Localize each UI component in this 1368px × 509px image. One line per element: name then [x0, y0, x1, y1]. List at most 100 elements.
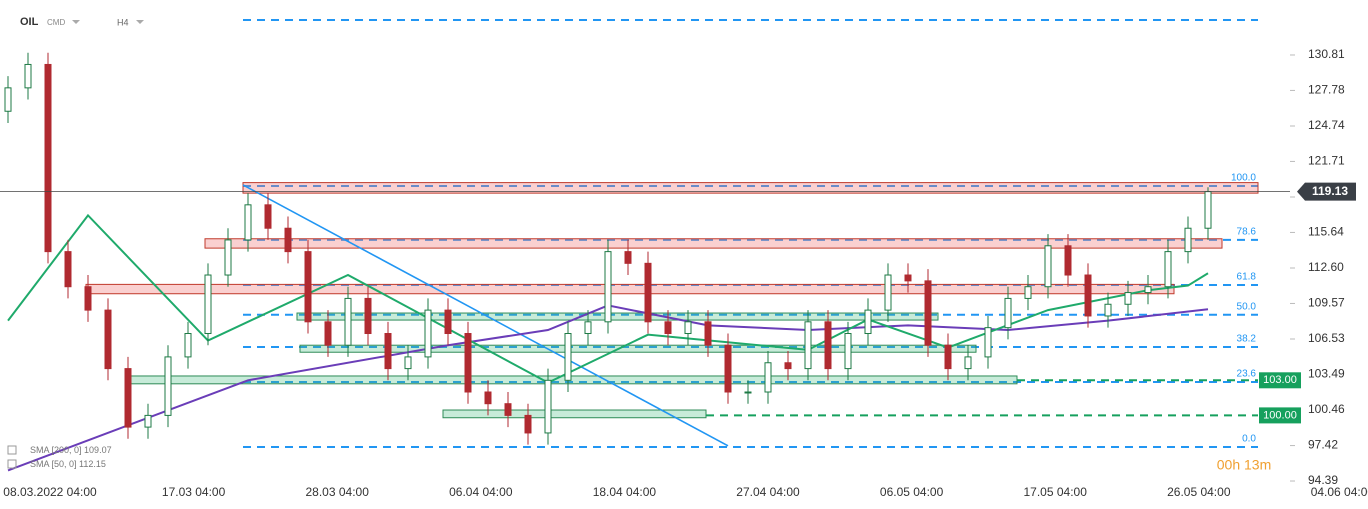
candle-body — [24, 63, 32, 89]
candle-body — [64, 251, 72, 288]
x-tick-label: 17.03 04:00 — [162, 485, 226, 499]
y-tick-label: 130.81 — [1308, 47, 1345, 61]
candle-body — [404, 356, 412, 370]
level-label-box — [1259, 407, 1301, 424]
legend-entry: SMA [200, 0] 109.07 — [30, 445, 112, 455]
candle-body — [884, 274, 892, 311]
candle-body — [424, 309, 432, 358]
y-tick-label: 109.57 — [1308, 296, 1345, 310]
candle-body — [664, 321, 672, 335]
legend-name: SMA [50, 0] — [30, 459, 77, 469]
candle-body — [984, 327, 992, 358]
candle-body — [324, 321, 332, 346]
candle-body — [104, 309, 112, 370]
y-tick-label: 124.74 — [1308, 118, 1345, 132]
candle-body — [264, 204, 272, 229]
fib-level-label: 38.2 — [1237, 334, 1257, 345]
candle-body — [504, 403, 512, 416]
candle-body — [224, 239, 232, 276]
zone — [85, 283, 1175, 295]
candle-body — [644, 262, 652, 323]
candle-body — [1104, 303, 1112, 317]
fib-level-label: 0.0 — [1242, 434, 1256, 445]
x-tick-label: 08.03.2022 04:00 — [3, 485, 97, 499]
y-tick-label: 127.78 — [1308, 83, 1345, 97]
legend-value: 112.15 — [79, 459, 106, 469]
y-tick-label: 94.39 — [1308, 473, 1338, 487]
zone — [242, 182, 1259, 194]
trendline — [242, 184, 729, 447]
symbol[interactable]: OIL — [20, 16, 39, 28]
candle-body — [244, 204, 252, 241]
x-tick-label: 17.05 04:00 — [1023, 485, 1087, 499]
candle-body — [724, 344, 732, 393]
y-tick-label: 97.42 — [1308, 438, 1338, 452]
fib-level-label: 78.6 — [1237, 227, 1257, 238]
dropdown-icon[interactable] — [136, 20, 144, 24]
level-label-box — [1259, 372, 1301, 389]
candle-body — [1084, 274, 1092, 317]
countdown: 00h 13m — [1217, 457, 1271, 473]
candle-body — [764, 362, 772, 393]
candle-body — [4, 87, 12, 112]
x-tick-label: 28.03 04:00 — [305, 485, 369, 499]
x-tick-label: 18.04 04:00 — [593, 485, 657, 499]
candle-body — [544, 379, 552, 434]
zone — [299, 344, 977, 353]
candle-body — [1044, 245, 1052, 288]
y-tick-label: 103.49 — [1308, 367, 1345, 381]
candle-body — [744, 391, 752, 394]
candle-body — [784, 362, 792, 370]
candle-body — [204, 274, 212, 335]
current-price-label: 119.13 — [1312, 184, 1348, 198]
candle-body — [484, 391, 492, 405]
candle-body — [1064, 245, 1072, 276]
legend-entry: SMA [50, 0] 112.15 — [30, 459, 106, 469]
candle-body — [1124, 292, 1132, 305]
candle-body — [1184, 227, 1192, 253]
candle-body — [384, 333, 392, 370]
candle-body — [364, 297, 372, 335]
x-tick-label: 26.05 04:00 — [1167, 485, 1231, 499]
candle-body — [564, 333, 572, 381]
level-label: 103.00 — [1263, 374, 1297, 386]
fib-level-label: 61.8 — [1237, 272, 1257, 283]
legend-icon — [7, 445, 17, 455]
candle-body — [844, 333, 852, 370]
candle-body — [284, 227, 292, 253]
current-price-box — [1297, 182, 1356, 201]
interval[interactable]: H4 — [117, 17, 129, 27]
x-tick-label: 27.04 04:00 — [736, 485, 800, 499]
zone — [296, 312, 939, 321]
candle-body — [924, 280, 932, 346]
candle-body — [964, 356, 972, 370]
candle-body — [124, 368, 132, 428]
candle-body — [684, 321, 692, 335]
candle-body — [444, 309, 452, 335]
candle-body — [344, 297, 352, 346]
legend-name: SMA [200, 0] — [30, 445, 82, 455]
candle-body — [1204, 191, 1212, 229]
dropdown-icon[interactable] — [72, 20, 80, 24]
candle-body — [704, 321, 712, 346]
candle-body — [864, 309, 872, 335]
candle-body — [304, 251, 312, 323]
candle-body — [804, 321, 812, 370]
candle-body — [524, 414, 532, 434]
candle-body — [84, 286, 92, 311]
x-tick-label: 04.06 04:00 — [1311, 485, 1368, 499]
zone — [204, 238, 1223, 249]
candle-body — [1024, 286, 1032, 299]
y-tick-label: 100.46 — [1308, 402, 1345, 416]
zone — [442, 409, 707, 419]
candle-body — [44, 63, 52, 253]
y-tick-label: 112.60 — [1308, 260, 1344, 274]
candle-body — [464, 333, 472, 393]
y-tick-label: 121.71 — [1308, 154, 1345, 168]
candle-body — [1004, 297, 1012, 329]
candle-body — [624, 251, 632, 264]
candle-body — [604, 251, 612, 323]
fib-level-label: 50.0 — [1237, 301, 1257, 312]
candle-body — [824, 321, 832, 370]
